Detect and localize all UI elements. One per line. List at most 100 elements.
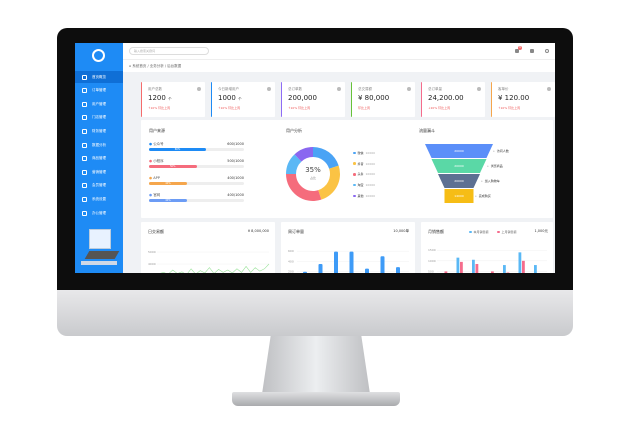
sidebar-item-label: 会员管理 <box>92 183 106 188</box>
sidebar: 首页概览订单管理用户管理门店管理财务管理数据分析商品管理 营销管理会员管理系统设置… <box>75 43 123 273</box>
donut-slice <box>286 154 302 174</box>
funnel-label: • 完成购买 <box>475 194 491 198</box>
sidebar-item-label: 数据分析 <box>92 142 106 147</box>
bar <box>444 271 448 273</box>
sidebar-item-label: 订单管理 <box>92 88 106 93</box>
bar <box>503 265 506 273</box>
donut-center-label: 占比 <box>309 176 316 180</box>
stat-value: ¥ 120.00 <box>498 94 530 102</box>
progress-item: ● 公众号 600/1000 60% <box>149 142 244 151</box>
store-icon <box>82 115 87 121</box>
sidebar-item-label: 财务管理 <box>92 128 106 133</box>
info-icon[interactable] <box>267 87 271 91</box>
stat-change: ↑10% 环比上周 <box>218 106 241 110</box>
stat-title: 总订单数 <box>288 87 302 91</box>
stat-value: 1200 个 <box>148 94 172 102</box>
sidebar-item[interactable]: 系统设置 <box>75 193 123 205</box>
top-header: 输入搜索关键词 6 <box>123 43 555 60</box>
bar <box>518 252 522 273</box>
stat-title: 客单价 <box>498 87 509 91</box>
user-icon <box>82 101 87 107</box>
legend-item: 淘宝 10000 <box>353 183 375 187</box>
sidebar-item[interactable]: 商品管理 <box>75 153 123 165</box>
sidebar-item[interactable]: 财务管理 <box>75 125 123 137</box>
breadcrumb: ⌂ 系统首页 / 业务分析 / 后台数据 <box>123 60 555 72</box>
stat-card: 总订单量 24,200.00 ↓20% 环比上周 <box>421 82 485 117</box>
dashboard-screen: 首页概览订单管理用户管理门店管理财务管理数据分析商品管理 营销管理会员管理系统设置… <box>75 43 555 273</box>
desktop-icon <box>82 210 87 216</box>
funnel-layer: 14000 <box>444 189 474 203</box>
home-icon <box>82 74 87 80</box>
bar <box>472 259 475 273</box>
stat-change: 环比上周 <box>358 106 371 110</box>
legend-item: 抖音 10000 <box>353 162 375 166</box>
stat-card: 客单价 ¥ 120.00 ↑10% 环比上周 <box>491 82 555 117</box>
stat-change: ↑10% 环比上周 <box>498 106 521 110</box>
funnel-label: • 访问人数 <box>493 149 509 153</box>
progress-item: ● 官网 400/1000 40% <box>149 193 244 202</box>
donut-slice <box>286 174 322 201</box>
settings-icon[interactable] <box>545 49 549 53</box>
bar <box>349 251 354 273</box>
sidebar-item[interactable]: 会员管理 <box>75 180 123 192</box>
progress-item: ● 小程序 500/1000 50% <box>149 159 244 168</box>
sidebar-item[interactable]: 首页概览 <box>75 71 123 83</box>
donut-title: 用户分析 <box>286 128 302 133</box>
monitor-base <box>232 392 400 406</box>
info-icon[interactable] <box>337 87 341 91</box>
y-tick-label: 400 <box>288 259 294 263</box>
stat-card: 总交易额 ¥ 80,000 环比上周 <box>351 82 415 117</box>
info-icon[interactable] <box>407 87 411 91</box>
legend-item: 上月销售额 <box>497 230 517 234</box>
donut-slice <box>318 165 340 200</box>
monitor-chin <box>57 290 573 336</box>
monitor-stand <box>262 336 370 394</box>
sidebar-item[interactable]: 门店管理 <box>75 112 123 124</box>
sidebar-item[interactable]: 用户管理 <box>75 98 123 110</box>
sidebar-item[interactable]: 订单管理 <box>75 85 123 97</box>
legend-item: 本月销售额 <box>469 230 489 234</box>
line-chart: 500040003000 <box>148 250 270 273</box>
stat-title: 总交易额 <box>358 87 372 91</box>
stat-title: 总订单量 <box>428 87 442 91</box>
funnel-label: • 浏览商品 <box>487 164 503 168</box>
logo-icon <box>92 49 105 62</box>
info-icon[interactable] <box>197 87 201 91</box>
bar <box>303 271 307 273</box>
funnel-title: 流量漏斗 <box>419 128 435 133</box>
chart-total: 10,000单 <box>393 229 409 233</box>
info-icon[interactable] <box>477 87 481 91</box>
bar-chart: 600 400 200 <box>288 249 409 273</box>
sidebar-item[interactable]: 数据分析 <box>75 139 123 151</box>
monitor-icon <box>82 196 87 202</box>
bar <box>475 264 479 273</box>
info-icon[interactable] <box>547 87 551 91</box>
bar <box>334 251 338 273</box>
legend-item: 其他 10000 <box>353 194 375 198</box>
search-input[interactable]: 输入搜索关键词 <box>129 47 209 55</box>
y-tick-label: 1500 <box>428 248 436 252</box>
wallet-icon <box>82 128 87 134</box>
funnel-layer: 20000 <box>431 159 487 173</box>
y-tick-label: 500 <box>428 269 434 273</box>
y-tick-label: 600 <box>288 249 294 253</box>
sidebar-item-label: 首页概览 <box>92 74 106 79</box>
stat-value: ¥ 80,000 <box>358 94 390 102</box>
notification-badge: 6 <box>518 46 522 50</box>
stat-change: ↑10% 环比上周 <box>288 106 311 110</box>
bar <box>534 265 537 273</box>
lock-icon[interactable] <box>530 49 534 53</box>
bar <box>506 272 510 273</box>
bar <box>456 257 460 273</box>
sidebar-item[interactable]: 营销管理 <box>75 166 123 178</box>
bar <box>396 267 400 273</box>
middle-panel: 用户来源 ● 公众号 600/1000 60% ● 小程序 500/1000 50% ● A… <box>141 120 553 218</box>
bar <box>380 256 385 273</box>
notification-icon[interactable] <box>515 49 519 53</box>
progress-bar: 60% <box>149 148 244 151</box>
sidebar-item[interactable]: 办公管理 <box>75 207 123 219</box>
chart-title: 日交易额 <box>148 229 164 234</box>
chart-title: 周订单量 <box>288 229 304 234</box>
sidebar-item-label: 门店管理 <box>92 115 106 120</box>
progress-bar: 40% <box>149 199 244 202</box>
